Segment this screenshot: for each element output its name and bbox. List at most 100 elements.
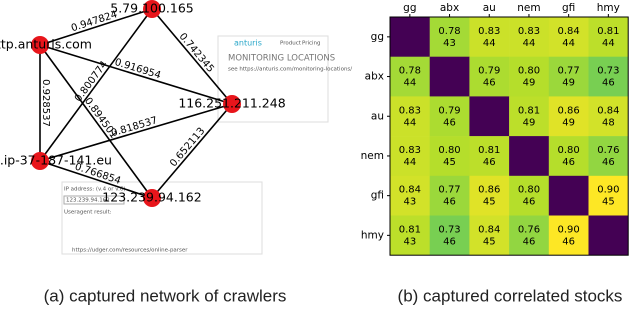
- edge-weight: 0.894501: [82, 96, 119, 141]
- network: 0.9478240.7423450.9169540.8007740.928537…: [0, 0, 286, 207]
- cell: [588, 17, 629, 57]
- cell-count: 44: [562, 38, 575, 49]
- cell: [548, 136, 589, 177]
- menu-item: Product: [280, 41, 302, 47]
- y-label: hmy: [361, 229, 384, 241]
- cell: [429, 17, 470, 57]
- heatmap: 0.78430.83440.83440.84440.81440.78440.79…: [361, 2, 629, 256]
- node-label: 5.79.100.165: [110, 1, 194, 16]
- cell-count: 45: [602, 197, 615, 208]
- edge: [39, 160, 153, 199]
- cell-count: 46: [443, 236, 456, 247]
- overlay-box: [61, 181, 263, 255]
- cell: [509, 215, 550, 256]
- edge: [151, 8, 233, 105]
- cell-value: 0.73: [438, 224, 460, 235]
- y-label: nem: [361, 150, 384, 162]
- cell-count: 44: [602, 38, 615, 49]
- cell: [509, 56, 550, 97]
- cell-count: 45: [443, 157, 456, 168]
- screenshot-overlays: anturis Product Pricing MONITORING LOCAT…: [61, 35, 352, 255]
- cell-value: 0.84: [478, 224, 500, 235]
- node: [223, 95, 241, 113]
- cell: [429, 96, 470, 137]
- cell-value: 0.83: [478, 26, 500, 37]
- cell: [469, 17, 510, 57]
- edge: [151, 103, 233, 199]
- cell-value: 0.78: [438, 26, 460, 37]
- edge-weight: 0.916954: [113, 57, 162, 82]
- x-label: gfi: [562, 2, 575, 14]
- cell: [509, 96, 550, 137]
- cell: [548, 215, 589, 256]
- cell: [429, 215, 470, 256]
- cell-value: 0.83: [399, 105, 421, 116]
- edge: [39, 8, 153, 162]
- cell: [390, 17, 430, 57]
- cell-value: 0.77: [558, 66, 580, 77]
- cell: [588, 175, 629, 216]
- cell-count: 46: [562, 157, 575, 168]
- cell-value: 0.78: [399, 66, 421, 77]
- cell-value: 0.84: [558, 26, 580, 37]
- cell: [509, 17, 550, 57]
- cell-value: 0.80: [518, 185, 540, 196]
- caption: (a) captured network of crawlers: [44, 286, 287, 305]
- cell-count: 44: [403, 78, 416, 89]
- cell-count: 44: [403, 117, 416, 128]
- cell-value: 0.86: [478, 185, 500, 196]
- cell-count: 45: [483, 236, 496, 247]
- node-label: 123.239.94.162: [102, 190, 201, 205]
- cell: [390, 56, 430, 97]
- cell-value: 0.79: [478, 66, 500, 77]
- cell: [469, 56, 510, 97]
- y-label: gfi: [371, 190, 384, 202]
- node-label: http.anturis.com: [0, 37, 92, 52]
- cell: [588, 56, 629, 97]
- cell: [390, 96, 430, 137]
- cell: [548, 17, 589, 57]
- x-label: gg: [403, 2, 416, 14]
- edge-weight: 0.742345: [177, 31, 216, 75]
- brand: anturis: [234, 39, 262, 48]
- caption: (b) captured correlated stocks: [398, 286, 623, 305]
- edge-weight: 0.818537: [110, 115, 159, 139]
- cell-value: 0.77: [438, 185, 460, 196]
- cell-value: 0.76: [597, 145, 619, 156]
- cell-value: 0.80: [438, 145, 460, 156]
- edge-weight: 0.652113: [168, 126, 207, 169]
- cell-count: 43: [403, 236, 416, 247]
- cell-value: 0.83: [518, 26, 540, 37]
- cell-count: 44: [483, 38, 496, 49]
- cell-value: 0.84: [597, 105, 619, 116]
- node: [143, 189, 161, 207]
- y-label: abx: [365, 71, 384, 83]
- cell: [390, 175, 430, 216]
- y-label: au: [371, 110, 384, 122]
- cell-count: 46: [483, 157, 496, 168]
- cell: [390, 136, 430, 177]
- cell-count: 49: [523, 117, 536, 128]
- cell-count: 46: [562, 236, 575, 247]
- y-label: gg: [371, 31, 384, 43]
- cell-value: 0.80: [558, 145, 580, 156]
- cell: [548, 175, 589, 216]
- cell-count: 46: [523, 236, 536, 247]
- cell-count: 46: [602, 78, 615, 89]
- cell-value: 0.90: [558, 224, 580, 235]
- cell-value: 0.86: [558, 105, 580, 116]
- cell-count: 49: [523, 78, 536, 89]
- cell-value: 0.80: [518, 66, 540, 77]
- cell-value: 0.73: [597, 66, 619, 77]
- cell: [429, 175, 470, 216]
- node: [31, 152, 49, 170]
- cell-value: 0.76: [518, 224, 540, 235]
- cell: [588, 215, 629, 256]
- node-label: 1993.ip-37-187-141.eu: [0, 153, 112, 168]
- overlay-heading: MONITORING LOCATIONS: [228, 54, 335, 64]
- result-label: Useragent result:: [64, 210, 112, 216]
- overlay-link: see https://anturis.com/monitoring-locat…: [228, 67, 352, 73]
- cell-count: 46: [523, 197, 536, 208]
- cell-count: 46: [483, 78, 496, 89]
